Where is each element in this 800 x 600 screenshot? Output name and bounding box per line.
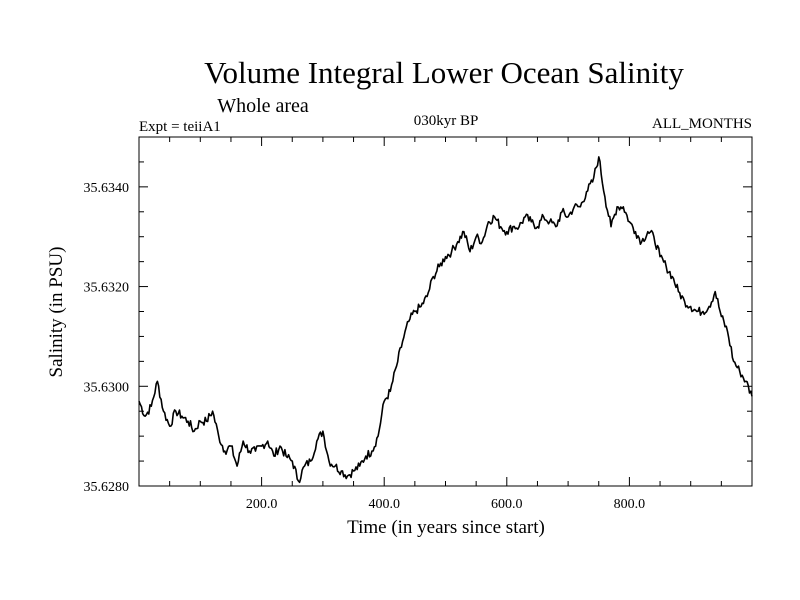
axis-ticks	[139, 137, 752, 486]
months-label: ALL_MONTHS	[652, 116, 752, 132]
chart-subtitle: Whole area	[217, 95, 309, 117]
x-tick-label: 800.0	[614, 497, 646, 512]
y-axis-label: Salinity (in PSU)	[46, 247, 67, 378]
x-tick-label: 400.0	[368, 497, 400, 512]
x-tick-label: 200.0	[246, 497, 278, 512]
y-tick-label: 35.6280	[84, 480, 130, 495]
experiment-label: Expt = teiiA1	[139, 119, 221, 135]
plot-frame	[138, 136, 753, 487]
chart-title: Volume Integral Lower Ocean Salinity	[204, 55, 684, 90]
y-tick-label: 35.6320	[84, 281, 130, 296]
x-tick-label: 600.0	[491, 497, 523, 512]
y-tick-label: 35.6340	[84, 181, 130, 196]
axis-tick-labels: 200.0 400.0 600.0 800.0 35.6280 35.6300 35.632…	[84, 181, 646, 512]
y-tick-label: 35.6300	[84, 380, 130, 395]
period-label: 030kyr BP	[414, 113, 479, 129]
series-line	[138, 156, 753, 484]
x-axis-label: Time (in years since start)	[347, 517, 545, 538]
